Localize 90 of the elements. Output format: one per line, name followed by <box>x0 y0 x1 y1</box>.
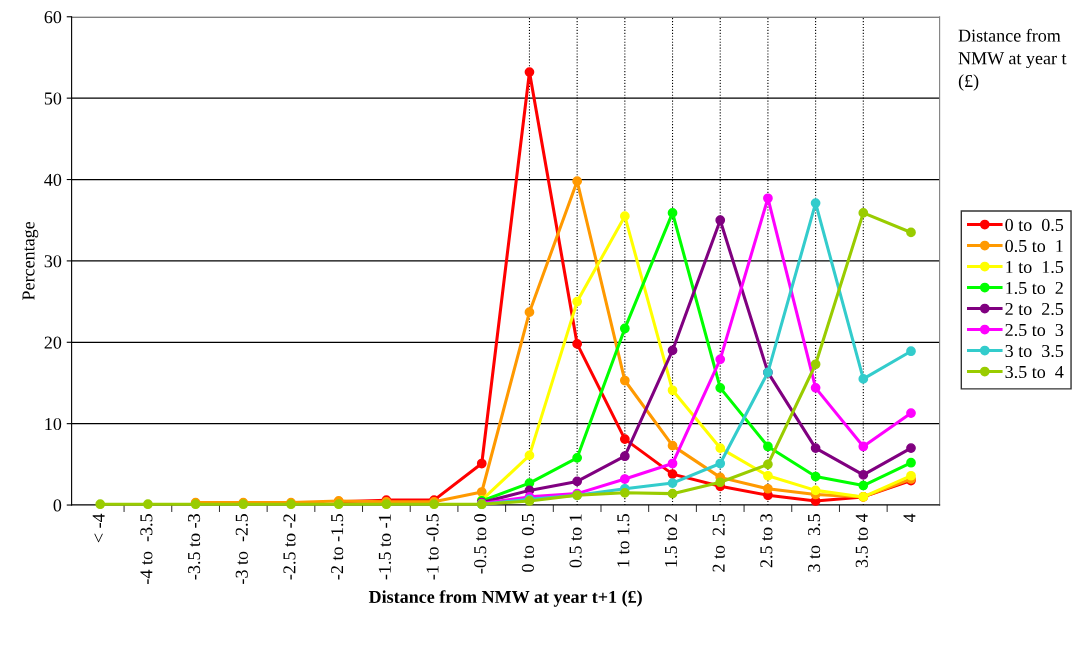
point <box>572 476 583 487</box>
x-tick-label: 4 <box>903 513 916 523</box>
point <box>476 458 487 469</box>
point <box>143 499 153 510</box>
y-tick-label: 50 <box>44 92 62 105</box>
point <box>619 211 630 222</box>
point <box>572 176 583 187</box>
y-tick-label: 30 <box>44 255 62 268</box>
point <box>95 499 106 510</box>
x-tick-label: -2 to -1.5 <box>331 514 344 580</box>
point <box>524 307 535 318</box>
legend-label: 1.5 to 2 <box>1006 281 1063 295</box>
point <box>619 323 630 334</box>
point <box>619 375 630 386</box>
x-tick-label: 3.5 to 4 <box>855 513 868 568</box>
x-tick-label: < -4 <box>92 513 105 543</box>
point <box>619 451 630 462</box>
y-tick-label: 40 <box>44 173 62 186</box>
x-tick-label: 1 to 1.5 <box>617 514 630 567</box>
point <box>524 450 535 461</box>
point <box>667 478 678 488</box>
x-tick-label: 2 to 2.5 <box>712 514 725 572</box>
point <box>715 458 726 469</box>
legend-label: 2.5 to 3 <box>1005 323 1064 337</box>
point <box>715 354 726 365</box>
point <box>619 434 630 444</box>
point <box>858 470 869 480</box>
x-tick-label: 2.5 to 3 <box>760 514 773 568</box>
x-tick-label: -2.5 to -2 <box>283 514 296 580</box>
point <box>906 457 916 468</box>
point <box>715 477 726 488</box>
point <box>572 452 583 463</box>
point <box>667 385 678 396</box>
point <box>810 359 821 370</box>
point <box>763 470 773 481</box>
point <box>906 227 916 238</box>
x-tick-label: -3 to -2.5 <box>235 514 248 584</box>
x-tick-label: -3.5 to -3 <box>188 514 201 580</box>
legend-label: 0 to 0.5 <box>1005 218 1064 232</box>
point <box>524 67 535 77</box>
y-tick-label: 60 <box>44 11 62 24</box>
x-tick-label: 0 to 0.5 <box>521 514 535 572</box>
point <box>810 443 821 453</box>
point <box>906 346 916 357</box>
point <box>667 458 678 469</box>
y-tick-label: 10 <box>45 417 62 431</box>
point <box>572 296 583 307</box>
x-tick-label: -1.5 to -1 <box>378 514 391 580</box>
x-tick-label: 0.5 to 1 <box>569 514 582 568</box>
point <box>715 443 726 453</box>
legend-label: 2 to 2.5 <box>1005 302 1064 316</box>
x-tick-label: -4 to -3.5 <box>140 514 153 584</box>
x-tick-label: 3 to 3.5 <box>808 514 821 572</box>
point <box>667 208 678 218</box>
point <box>858 208 869 218</box>
point <box>667 440 678 451</box>
y-axis-title: Percentage <box>22 221 39 300</box>
point <box>906 470 916 481</box>
point <box>667 469 678 479</box>
x-tick-label: -1 to -0.5 <box>426 514 439 580</box>
x-tick-label: 1.5 to 2 <box>664 514 678 567</box>
point <box>763 441 773 452</box>
legend-label: 0.5 to 1 <box>1005 239 1063 253</box>
y-tick-label: 20 <box>44 336 62 349</box>
point <box>858 480 869 491</box>
point <box>810 485 821 496</box>
point <box>810 382 821 393</box>
point <box>667 345 678 356</box>
point <box>763 483 773 494</box>
point <box>619 474 630 484</box>
point <box>906 408 916 418</box>
point <box>858 374 869 384</box>
point <box>572 339 583 349</box>
y-tick-label: 0 <box>53 499 62 512</box>
legend-label: 1 to 1.5 <box>1006 260 1064 274</box>
legend-label: 3 to 3.5 <box>1005 344 1064 358</box>
point <box>810 471 821 482</box>
legend-title: Distance from NMW at year t (£) <box>958 28 1067 91</box>
x-axis-title: Distance from NMW at year t+1 (£) <box>368 590 642 607</box>
point <box>906 443 916 453</box>
point <box>715 382 726 393</box>
point <box>619 487 630 498</box>
point <box>858 441 869 452</box>
point <box>763 193 773 204</box>
x-tick-label: -0.5 to 0 <box>474 514 487 574</box>
point <box>810 198 821 208</box>
point <box>476 487 487 497</box>
legend-label: 3.5 to 4 <box>1005 365 1064 379</box>
point <box>763 459 773 470</box>
point <box>667 488 678 499</box>
